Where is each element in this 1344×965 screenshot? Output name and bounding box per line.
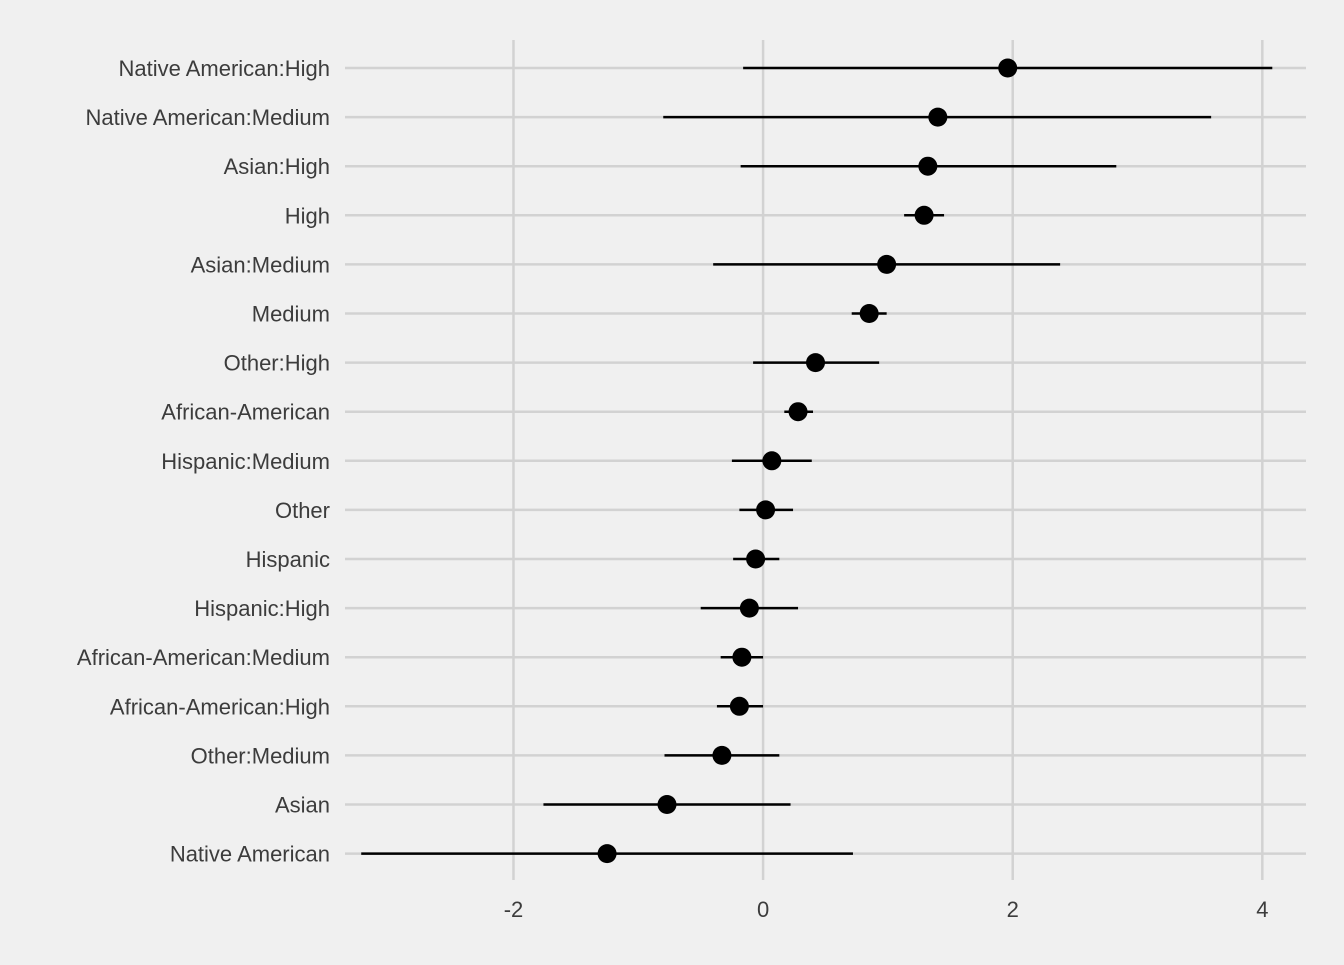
y-tick-labels: Native American:High Native American:Medi…: [77, 56, 330, 867]
x-tick-labels: -2 0 2 4: [504, 897, 1269, 922]
point-estimate: [788, 402, 808, 422]
y-tick-label: Other:High: [224, 351, 330, 376]
point-estimate: [597, 844, 617, 864]
x-tick-label: 4: [1256, 897, 1268, 922]
point-estimate: [918, 156, 938, 176]
point-estimate: [732, 647, 752, 667]
y-tick-label: African-American:High: [110, 694, 330, 719]
grid-layer: [345, 40, 1306, 880]
point-estimate: [877, 254, 897, 274]
point-estimates: [597, 58, 1018, 864]
point-estimate: [998, 58, 1018, 78]
y-tick-label: African-American: [161, 400, 330, 425]
y-tick-label: Other: [275, 498, 330, 523]
y-tick-label: Hispanic: [246, 547, 330, 572]
y-tick-label: African-American:Medium: [77, 645, 330, 670]
y-tick-label: Native American: [170, 842, 330, 867]
y-tick-label: Asian:High: [224, 154, 330, 179]
point-estimate: [859, 304, 879, 323]
y-tick-label: Medium: [252, 302, 330, 327]
y-tick-label: Asian:Medium: [191, 252, 330, 277]
point-estimate: [756, 500, 776, 520]
y-tick-label: Other:Medium: [191, 743, 330, 768]
point-estimate: [762, 451, 782, 471]
x-tick-label: 0: [757, 897, 769, 922]
y-tick-label: Asian: [275, 793, 330, 818]
y-tick-label: Hispanic:High: [194, 596, 330, 621]
x-tick-label: -2: [504, 897, 524, 922]
point-estimate: [806, 353, 826, 373]
point-estimate: [928, 107, 948, 127]
point-estimate: [914, 205, 934, 225]
point-estimate: [712, 745, 732, 765]
point-estimate: [746, 549, 766, 569]
y-tick-label: Native American:Medium: [85, 105, 330, 130]
point-estimate: [729, 696, 749, 716]
point-estimate: [739, 598, 759, 618]
y-tick-label: High: [285, 203, 330, 228]
y-tick-label: Hispanic:Medium: [161, 449, 330, 474]
y-tick-label: Native American:High: [118, 56, 330, 81]
x-tick-label: 2: [1007, 897, 1019, 922]
point-estimate: [657, 795, 677, 814]
